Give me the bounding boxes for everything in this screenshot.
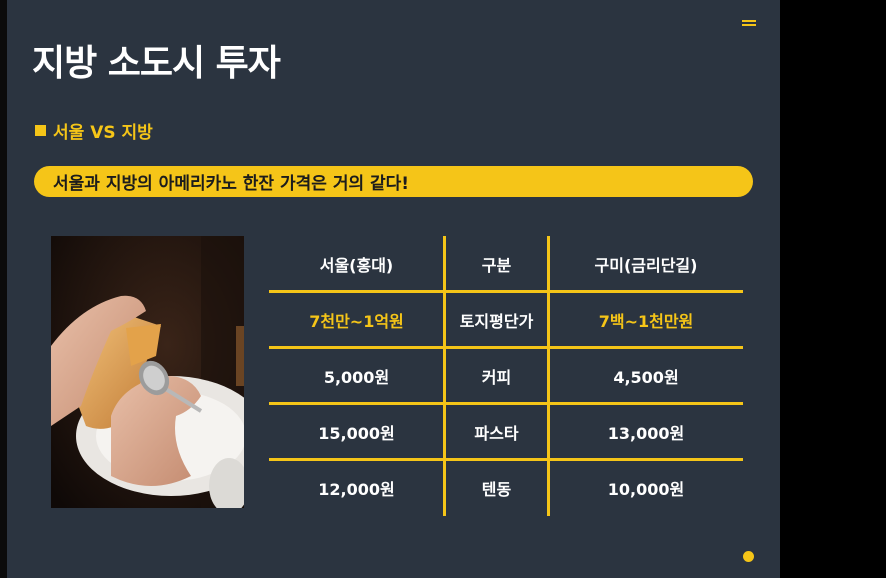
slide-title: 지방 소도시 투자 xyxy=(32,43,281,84)
highlight-banner: 서울과 지방의 아메리카노 한잔 가격은 거의 같다! xyxy=(34,166,753,197)
dot-icon xyxy=(743,551,754,562)
column-divider xyxy=(547,236,550,516)
photo-illustration xyxy=(51,236,244,508)
toast-coffee-photo xyxy=(51,236,244,508)
cell-category: 파스타 xyxy=(474,424,519,443)
cell-gumi: 4,500원 xyxy=(613,368,679,387)
cell-gumi: 7백~1천만원 xyxy=(598,312,694,331)
cell-gumi: 13,000원 xyxy=(607,424,685,443)
header-seoul: 서울(홍대) xyxy=(319,256,394,275)
cell-seoul: 12,000원 xyxy=(318,480,395,499)
header-gumi: 구미(금리단길) xyxy=(594,256,698,275)
hamburger-icon[interactable] xyxy=(742,20,756,30)
cell-gumi: 10,000원 xyxy=(607,480,685,499)
comparison-table: 서울(홍대) 구분 구미(금리단길) 7천만~1억원 토지평단가 7백~1천만원… xyxy=(269,236,743,516)
cell-seoul: 15,000원 xyxy=(318,424,395,443)
table-row: 5,000원 커피 4,500원 xyxy=(269,348,743,404)
table-row: 12,000원 텐동 10,000원 xyxy=(269,460,743,516)
header-category: 구분 xyxy=(481,256,512,275)
table-row: 7천만~1억원 토지평단가 7백~1천만원 xyxy=(269,292,743,348)
row-divider xyxy=(269,346,743,349)
table-row: 15,000원 파스타 13,000원 xyxy=(269,404,743,460)
row-divider xyxy=(269,458,743,461)
row-divider xyxy=(269,290,743,293)
square-bullet-icon xyxy=(35,125,46,136)
subtitle: 서울 VS 지방 xyxy=(35,118,153,143)
row-divider xyxy=(269,402,743,405)
slide: 지방 소도시 투자 서울 VS 지방 서울과 지방의 아메리카노 한잔 가격은 … xyxy=(7,0,780,578)
cell-category: 커피 xyxy=(481,368,512,387)
side-black-bar xyxy=(780,0,886,578)
cell-seoul: 7천만~1억원 xyxy=(309,312,404,331)
table-header-row: 서울(홍대) 구분 구미(금리단길) xyxy=(269,236,743,292)
cell-category: 텐동 xyxy=(481,480,512,499)
column-divider xyxy=(443,236,446,516)
cell-seoul: 5,000원 xyxy=(323,368,390,387)
cell-category: 토지평단가 xyxy=(459,312,534,331)
subtitle-text: 서울 VS 지방 xyxy=(53,123,153,143)
